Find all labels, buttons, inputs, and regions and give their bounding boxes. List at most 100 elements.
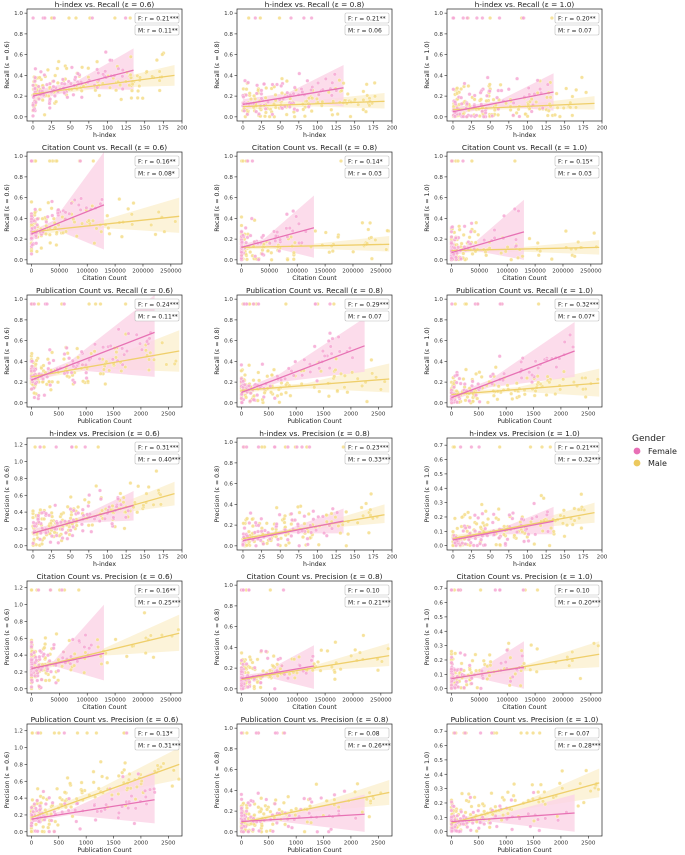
female-data-point	[31, 108, 36, 113]
male-data-point	[38, 207, 42, 212]
female-data-point	[65, 536, 70, 541]
female-correlation-text: F: r = 0.24***	[138, 301, 179, 308]
male-data-point	[541, 799, 545, 804]
male-data-point	[501, 813, 506, 818]
y-tick-label: 0.4	[14, 359, 23, 365]
female-data-point	[273, 238, 278, 243]
axes-frame	[236, 294, 393, 408]
female-data-point	[136, 771, 141, 776]
female-correlation-text: F: r = 0.10	[348, 587, 380, 594]
female-data-point	[494, 824, 499, 829]
female-data-point	[93, 818, 98, 822]
y-tick-label: 0.6	[14, 493, 23, 499]
female-data-point	[251, 827, 256, 832]
female-data-point	[83, 445, 88, 449]
male-data-point	[283, 543, 288, 548]
female-data-point	[37, 97, 41, 101]
male-data-point	[140, 96, 145, 101]
male-data-point	[355, 520, 360, 525]
female-data-point	[82, 645, 87, 649]
male-data-point	[574, 87, 579, 92]
male-data-point	[469, 159, 474, 163]
male-data-point	[126, 206, 131, 211]
male-data-point	[345, 92, 350, 96]
female-data-point	[48, 588, 53, 592]
male-data-point	[239, 223, 244, 228]
male-data-point	[239, 368, 244, 373]
female-data-point	[253, 16, 258, 20]
female-data-point	[33, 207, 38, 212]
female-data-point	[449, 302, 454, 306]
female-data-point	[290, 228, 295, 233]
male-data-point	[553, 112, 557, 117]
x-tick-label: 150	[139, 126, 150, 132]
y-tick-label: 0.8	[224, 175, 233, 181]
female-data-point	[330, 336, 335, 341]
male-correlation-box	[134, 453, 180, 465]
plot-area	[29, 588, 181, 691]
male-data-point	[159, 633, 164, 638]
male-data-point	[96, 445, 101, 449]
x-tick-label: 0	[451, 126, 455, 132]
x-tick-label: 100000	[287, 269, 309, 275]
x-tick-label: 75	[85, 555, 93, 561]
female-data-point	[491, 512, 496, 517]
male-data-point	[285, 257, 290, 262]
female-regression-line	[241, 665, 315, 680]
female-data-point	[93, 342, 97, 347]
female-data-point	[69, 445, 74, 449]
female-data-point	[60, 655, 65, 660]
male-data-point	[280, 76, 284, 81]
female-data-point	[283, 376, 288, 381]
male-regression-line	[241, 378, 390, 392]
male-data-point	[464, 367, 468, 372]
female-data-point	[29, 217, 34, 222]
female-data-point	[39, 667, 44, 672]
male-data-point	[32, 537, 36, 542]
female-correlation-text: F: r = 0.23***	[348, 444, 389, 451]
male-data-point	[100, 508, 105, 513]
female-data-point	[239, 229, 244, 234]
subplot-title: Publication Count vs. Precision (ε = 1.0…	[451, 715, 599, 724]
male-data-point	[578, 676, 583, 681]
male-data-point	[455, 526, 460, 531]
female-data-point	[62, 371, 67, 376]
male-data-point	[502, 524, 507, 529]
male-data-point	[466, 510, 471, 515]
female-data-point	[284, 226, 289, 231]
y-tick-label: 0.8	[14, 476, 23, 482]
female-data-point	[489, 731, 494, 735]
female-data-point	[497, 535, 502, 540]
male-data-point	[581, 800, 586, 805]
y-tick-label: 0.2	[434, 94, 443, 100]
male-data-point	[264, 86, 269, 90]
male-data-point	[560, 768, 565, 773]
x-tick-label: 50000	[50, 698, 68, 704]
female-data-point	[350, 355, 355, 360]
male-data-point	[497, 445, 502, 449]
male-data-point	[87, 302, 92, 306]
male-data-point	[114, 355, 118, 360]
male-data-point	[534, 100, 539, 104]
male-data-point	[336, 235, 341, 239]
female-data-point	[47, 105, 52, 110]
female-data-point	[41, 376, 45, 381]
female-data-point	[99, 809, 104, 814]
male-data-point	[252, 93, 257, 98]
female-data-point	[245, 112, 250, 117]
female-data-point	[38, 69, 43, 74]
x-tick-label: 75	[505, 555, 513, 561]
female-data-point	[480, 16, 485, 20]
female-data-point	[147, 336, 152, 341]
female-data-point	[33, 381, 38, 386]
male-data-point	[249, 97, 253, 102]
plot-area	[241, 16, 385, 119]
male-data-point	[505, 811, 510, 816]
male-data-point	[47, 678, 52, 683]
male-data-point	[255, 680, 260, 685]
female-data-point	[56, 207, 61, 212]
female-data-point	[73, 75, 78, 80]
x-tick-label: 0	[451, 555, 455, 561]
female-data-point	[462, 224, 467, 229]
female-data-point	[305, 542, 310, 547]
